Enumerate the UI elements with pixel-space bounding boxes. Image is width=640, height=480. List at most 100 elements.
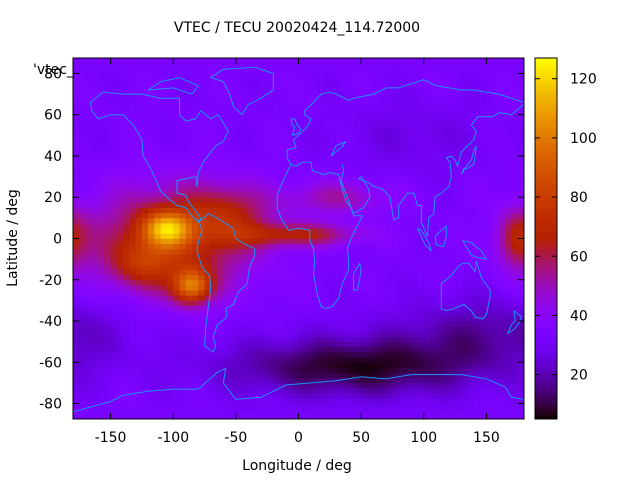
heat-cell: [185, 83, 193, 90]
heat-cell: [323, 408, 331, 415]
heat-cell: [160, 228, 168, 234]
heat-cell: [423, 238, 431, 245]
heat-cell: [210, 382, 218, 389]
heat-cell: [317, 331, 324, 337]
heat-cell: [279, 130, 287, 136]
heat-cell: [235, 114, 243, 121]
heat-cell: [198, 398, 205, 404]
heat-cell: [242, 346, 249, 353]
heat-cell: [85, 223, 93, 229]
heat-cell: [73, 212, 80, 219]
heat-cell: [304, 357, 312, 363]
heat-cell: [73, 367, 80, 373]
heat-cell: [461, 393, 469, 399]
heat-cell: [148, 125, 155, 131]
heat-cell: [185, 99, 193, 105]
heat-cell: [342, 382, 350, 389]
heat-cell: [392, 78, 400, 85]
heat-cell: [336, 315, 343, 322]
heat-cell: [273, 284, 281, 291]
heat-cell: [104, 130, 111, 136]
heat-cell: [411, 382, 418, 389]
heat-cell: [361, 331, 368, 337]
heat-cell: [229, 68, 237, 74]
heat-cell: [473, 336, 481, 343]
heat-cell: [204, 88, 212, 95]
heat-cell: [179, 403, 187, 410]
heat-cell: [336, 109, 343, 116]
heat-cell: [285, 166, 293, 172]
heat-cell: [73, 125, 80, 131]
heat-cell: [198, 336, 205, 343]
heat-cell: [505, 228, 512, 234]
heat-cell: [467, 83, 475, 90]
heat-cell: [210, 88, 218, 95]
heat-cell: [498, 248, 506, 255]
heat-cell: [116, 341, 124, 348]
heat-cell: [473, 284, 481, 291]
heat-cell: [455, 326, 462, 332]
heat-cell: [436, 233, 443, 239]
heat-cell: [285, 357, 293, 363]
heat-cell: [480, 398, 487, 404]
heat-cell: [323, 326, 331, 332]
heat-cell: [173, 119, 180, 126]
heat-cell: [492, 181, 500, 188]
heat-cell: [329, 305, 337, 312]
heat-cell: [448, 68, 456, 74]
heat-cell: [304, 382, 312, 389]
heat-cell: [317, 135, 324, 141]
heat-cell: [505, 217, 512, 224]
heat-cell: [342, 388, 350, 394]
heat-cell: [354, 403, 362, 410]
heat-cell: [417, 243, 425, 250]
heat-cell: [229, 351, 237, 358]
heat-cell: [386, 119, 393, 126]
heat-cell: [254, 73, 262, 80]
heat-cell: [217, 202, 224, 208]
heat-cell: [480, 259, 487, 265]
heat-cell: [285, 259, 293, 265]
heat-cell: [423, 351, 431, 358]
heat-cell: [354, 197, 362, 203]
heat-cell: [198, 197, 205, 203]
heat-cell: [304, 367, 312, 373]
heat-cell: [342, 326, 350, 332]
heat-cell: [492, 186, 500, 193]
heat-cell: [173, 238, 180, 245]
heat-cell: [73, 73, 80, 80]
heat-cell: [492, 253, 500, 260]
heat-cell: [511, 233, 519, 239]
heat-cell: [467, 140, 475, 147]
heat-cell: [361, 393, 368, 399]
heat-cell: [104, 58, 111, 64]
heat-cell: [348, 186, 356, 193]
heat-cell: [110, 145, 118, 152]
heat-cell: [104, 315, 111, 322]
heat-cell: [173, 284, 180, 291]
heat-cell: [480, 279, 487, 286]
heat-cell: [217, 83, 224, 90]
heat-cell: [417, 362, 425, 368]
heat-cell: [179, 63, 187, 69]
heat-cell: [367, 362, 375, 368]
heat-cell: [411, 88, 418, 95]
heat-cell: [129, 58, 137, 64]
heat-cell: [185, 104, 193, 110]
heat-cell: [323, 94, 331, 100]
heat-cell: [160, 238, 168, 245]
heat-cell: [492, 212, 500, 219]
heat-cell: [430, 315, 437, 322]
heat-cell: [198, 83, 205, 90]
heat-cell: [260, 357, 268, 363]
heat-cell: [104, 145, 111, 152]
heat-cell: [279, 300, 287, 306]
heat-cell: [198, 372, 205, 379]
heat-cell: [91, 58, 99, 64]
heat-cell: [173, 382, 180, 389]
heat-cell: [298, 321, 306, 327]
heat-cell: [223, 83, 230, 90]
heat-cell: [455, 88, 462, 95]
heat-cell: [98, 382, 105, 389]
heat-cell: [285, 78, 293, 85]
